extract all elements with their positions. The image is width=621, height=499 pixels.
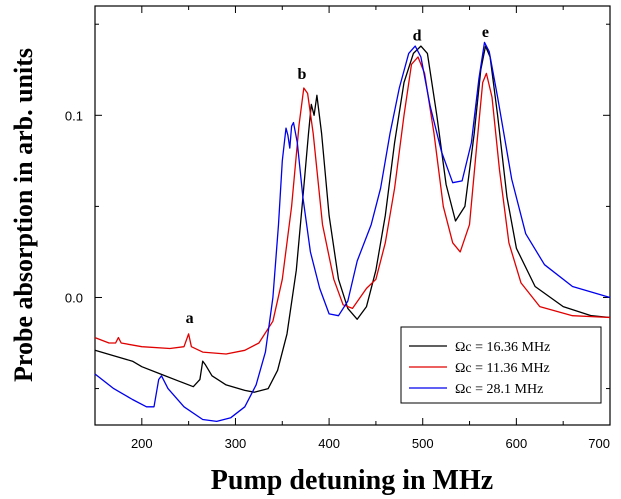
series-line-3 <box>94 41 611 423</box>
x-tick-label: 400 <box>318 436 340 451</box>
y-tick-label: 0.0 <box>65 290 83 305</box>
plot-frame <box>94 5 611 426</box>
legend-label-1: Ωc = 16.36 MHz <box>455 340 550 355</box>
peak-label-a: a <box>186 310 194 327</box>
legend-items: Ωc = 16.36 MHz Ωc = 11.36 MHz Ωc = 28.1 MH… <box>409 340 550 397</box>
y-tick-label: 0.1 <box>65 108 83 123</box>
x-tick-label: 700 <box>588 436 610 451</box>
tick-labels: 200 300 400 500 600 700 0.0 0.1 <box>65 108 610 451</box>
series-layer <box>94 41 611 423</box>
peak-label-d: d <box>413 28 422 45</box>
peak-label-e: e <box>482 24 489 41</box>
legend-box <box>400 326 602 404</box>
x-tick-label: 600 <box>506 436 528 451</box>
legend: Ωc = 16.36 MHz Ωc = 11.36 MHz Ωc = 28.1 MH… <box>400 326 602 404</box>
annotation-layer: a b d e <box>186 24 489 327</box>
peak-label-b: b <box>297 66 306 83</box>
x-tick-label: 500 <box>412 436 434 451</box>
series-line-1 <box>94 45 611 393</box>
x-axis-title: Pump detuning in MHz <box>211 465 493 496</box>
legend-label-2: Ωc = 11.36 MHz <box>455 361 550 376</box>
y-axis-title: Probe absorption in arb. units <box>9 48 38 382</box>
axis-ticks <box>94 6 611 425</box>
series-line-2 <box>94 56 611 355</box>
legend-label-3: Ωc = 28.1 MHz <box>455 382 543 397</box>
x-tick-label: 300 <box>225 436 247 451</box>
plot-border <box>94 5 611 426</box>
x-tick-label: 200 <box>131 436 153 451</box>
